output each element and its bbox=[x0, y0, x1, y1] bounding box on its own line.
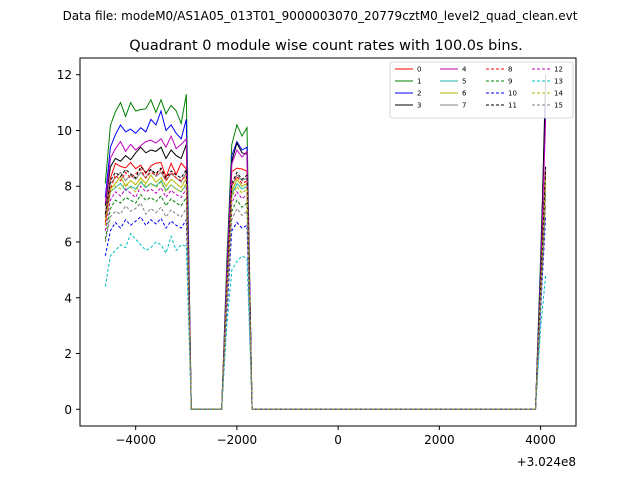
y-tick-label: 6 bbox=[64, 236, 72, 250]
legend-label-13: 13 bbox=[554, 78, 563, 86]
x-tick-label: 2000 bbox=[424, 433, 455, 447]
legend-label-8: 8 bbox=[508, 66, 512, 74]
y-tick-label: 12 bbox=[57, 68, 72, 82]
legend-label-14: 14 bbox=[554, 90, 563, 98]
series-line-5 bbox=[104, 179, 547, 410]
legend-label-9: 9 bbox=[508, 78, 512, 86]
series-line-12 bbox=[104, 185, 547, 410]
legend-label-12: 12 bbox=[554, 66, 563, 74]
series-line-14 bbox=[104, 179, 547, 410]
series-line-9 bbox=[104, 191, 547, 410]
x-tick-label: 4000 bbox=[525, 433, 556, 447]
chart-title: Quadrant 0 module wise count rates with … bbox=[129, 38, 523, 54]
legend-label-7: 7 bbox=[462, 102, 466, 110]
y-tick-label: 4 bbox=[64, 291, 72, 305]
series-line-1 bbox=[104, 94, 547, 410]
legend-label-4: 4 bbox=[462, 66, 467, 74]
y-tick-label: 2 bbox=[64, 347, 72, 361]
series-line-10 bbox=[104, 216, 547, 410]
y-tick-label: 10 bbox=[57, 124, 72, 138]
legend-label-3: 3 bbox=[417, 102, 421, 110]
legend-label-15: 15 bbox=[554, 102, 563, 110]
y-axis: 0 2 4 6 8 10 12 bbox=[57, 68, 80, 417]
legend-label-1: 1 bbox=[417, 78, 421, 86]
x-offset-label: +3.024e8 bbox=[517, 455, 576, 469]
series-line-11 bbox=[104, 165, 547, 410]
x-tick-label: 0 bbox=[334, 433, 342, 447]
series-line-0 bbox=[104, 161, 547, 410]
y-tick-label: 0 bbox=[64, 403, 72, 417]
series-line-8 bbox=[104, 168, 547, 410]
series-line-15 bbox=[104, 202, 547, 410]
y-tick-label: 8 bbox=[64, 180, 72, 194]
x-tick-label: −2000 bbox=[217, 433, 258, 447]
legend-label-6: 6 bbox=[462, 90, 467, 98]
legend-label-2: 2 bbox=[417, 90, 421, 98]
chart-suptitle: Data file: modeM0/AS1A05_013T01_90000030… bbox=[63, 9, 578, 23]
series-line-13 bbox=[104, 232, 547, 410]
legend-label-10: 10 bbox=[508, 90, 517, 98]
legend-label-0: 0 bbox=[417, 66, 421, 74]
plot-area bbox=[104, 74, 547, 410]
legend-box bbox=[389, 61, 574, 119]
series-line-7 bbox=[104, 168, 547, 410]
x-axis: −4000 −2000 0 2000 4000 bbox=[115, 426, 556, 447]
legend-label-5: 5 bbox=[462, 78, 466, 86]
x-tick-label: −4000 bbox=[115, 433, 156, 447]
legend-label-11: 11 bbox=[508, 102, 517, 110]
